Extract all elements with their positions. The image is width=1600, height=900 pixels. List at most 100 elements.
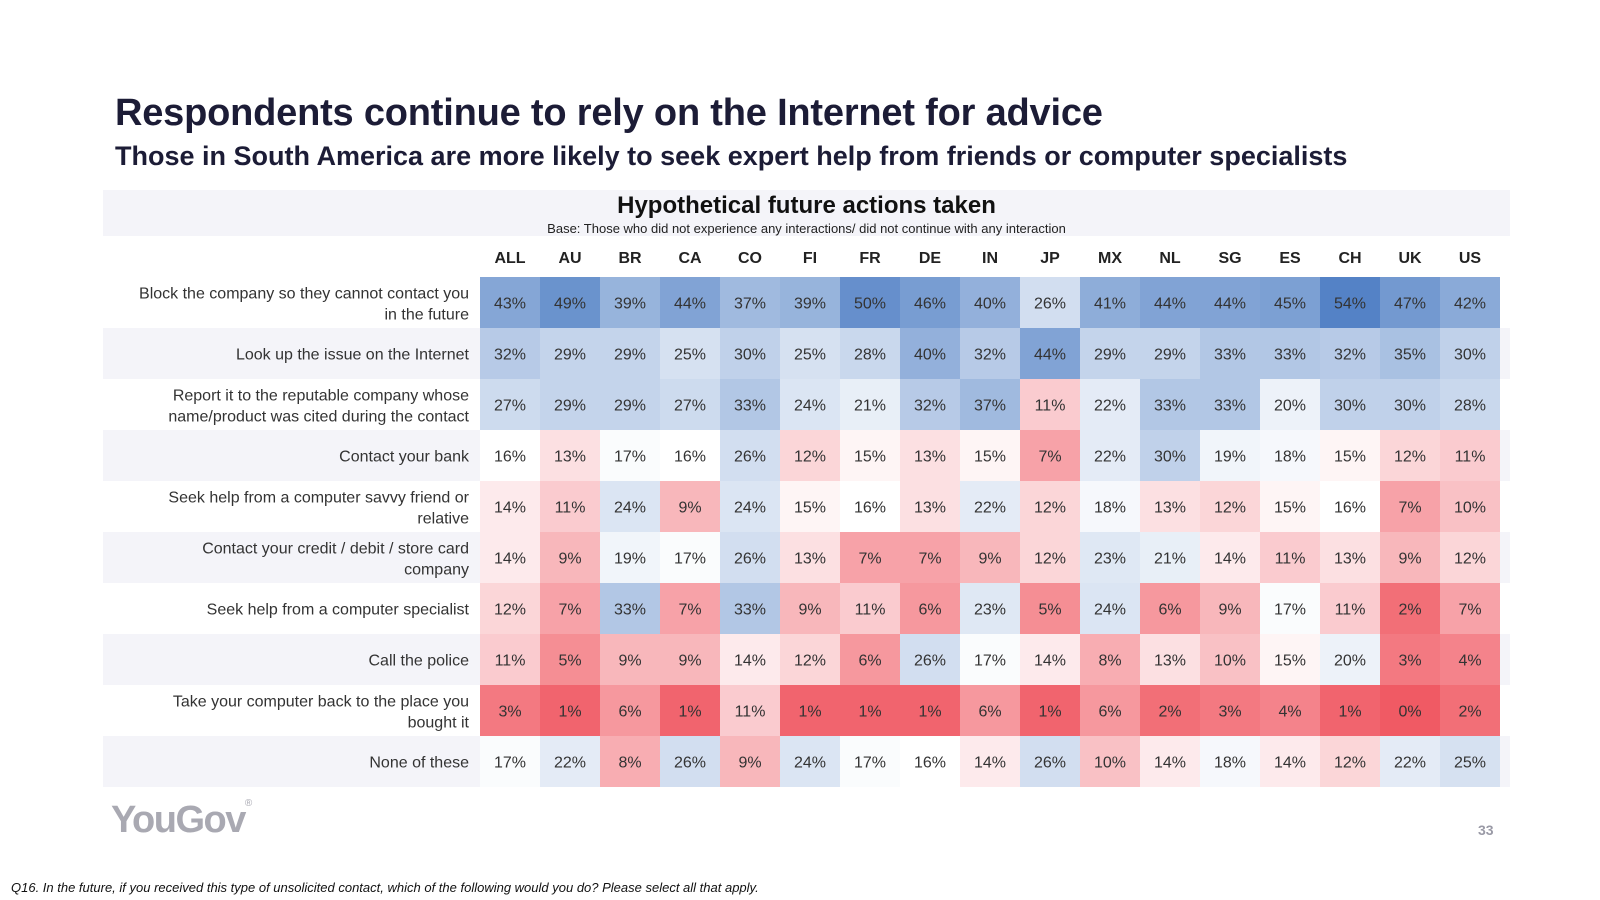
cell-value: 25% — [1454, 755, 1486, 772]
heatmap-cell — [480, 685, 540, 736]
heatmap-cell — [720, 277, 780, 328]
row-label-line: Seek help from a computer savvy friend o… — [168, 490, 469, 507]
chart-title: Hypothetical future actions taken — [617, 192, 996, 219]
heatmap-cell — [1020, 430, 1080, 481]
cell-value: 15% — [1274, 653, 1306, 670]
cell-value: 1% — [1038, 704, 1061, 721]
heatmap-cell — [660, 634, 720, 685]
heatmap-cell — [660, 379, 720, 430]
row-label-line: Block the company so they cannot contact… — [139, 286, 469, 303]
heatmap-cell — [720, 685, 780, 736]
heatmap-cell — [1020, 277, 1080, 328]
heatmap-cell — [1140, 430, 1200, 481]
cell-value: 16% — [674, 449, 706, 466]
column-header-nl: NL — [1159, 250, 1181, 267]
heatmap-cell — [900, 634, 960, 685]
cell-value: 11% — [1455, 449, 1486, 466]
heatmap-cell — [1200, 736, 1260, 787]
heatmap-cell — [1320, 736, 1380, 787]
cell-value: 29% — [614, 398, 646, 415]
heatmap-cell — [1080, 685, 1140, 736]
heatmap-cell — [600, 634, 660, 685]
heatmap-cell — [600, 328, 660, 379]
cell-value: 11% — [1335, 602, 1366, 619]
cell-value: 41% — [1094, 296, 1126, 313]
cell-value: 10% — [1214, 653, 1246, 670]
cell-value: 37% — [974, 398, 1006, 415]
cell-value: 13% — [554, 449, 586, 466]
heatmap-cell — [1080, 430, 1140, 481]
heatmap-cell — [1440, 277, 1500, 328]
heatmap-cell — [1380, 685, 1440, 736]
cell-value: 22% — [554, 755, 586, 772]
heatmap-cell — [480, 583, 540, 634]
heatmap-cell — [840, 379, 900, 430]
heatmap-cell — [1020, 634, 1080, 685]
page-subtitle: Those in South America are more likely t… — [115, 141, 1348, 171]
cell-value: 27% — [494, 398, 526, 415]
heatmap-cell — [720, 328, 780, 379]
heatmap-cell — [1080, 736, 1140, 787]
cell-value: 7% — [1398, 500, 1421, 517]
page-title: Respondents continue to rely on the Inte… — [115, 92, 1103, 134]
cell-value: 15% — [1334, 449, 1366, 466]
heatmap-cell — [1440, 634, 1500, 685]
cell-value: 30% — [1334, 398, 1366, 415]
cell-value: 29% — [554, 347, 586, 364]
cell-value: 11% — [1275, 551, 1306, 568]
heatmap-cell — [1320, 532, 1380, 583]
cell-value: 17% — [494, 755, 526, 772]
heatmap-cell — [1080, 532, 1140, 583]
cell-value: 9% — [1398, 551, 1421, 568]
heatmap-cell — [1380, 328, 1440, 379]
cell-value: 6% — [978, 704, 1001, 721]
heatmap-cell — [600, 532, 660, 583]
cell-value: 25% — [794, 347, 826, 364]
row-label-line: Contact your bank — [339, 449, 470, 466]
cell-value: 11% — [735, 704, 766, 721]
heatmap-cell — [780, 736, 840, 787]
cell-value: 28% — [854, 347, 886, 364]
heatmap-cell — [1020, 685, 1080, 736]
heatmap-cell — [1140, 532, 1200, 583]
cell-value: 33% — [1214, 347, 1246, 364]
cell-value: 16% — [914, 755, 946, 772]
cell-value: 12% — [794, 653, 826, 670]
cell-value: 12% — [1034, 500, 1066, 517]
cell-value: 5% — [1038, 602, 1061, 619]
cell-value: 12% — [1454, 551, 1486, 568]
cell-value: 6% — [1098, 704, 1121, 721]
column-header-mx: MX — [1098, 250, 1122, 267]
cell-value: 13% — [1154, 653, 1186, 670]
cell-value: 33% — [614, 602, 646, 619]
heatmap-cell — [1260, 634, 1320, 685]
cell-value: 26% — [674, 755, 706, 772]
cell-value: 5% — [558, 653, 581, 670]
cell-value: 24% — [734, 500, 766, 517]
heatmap-cell — [540, 583, 600, 634]
column-header-co: CO — [738, 250, 762, 267]
heatmap-cell — [1320, 583, 1380, 634]
cell-value: 14% — [1154, 755, 1186, 772]
heatmap-cell — [1140, 736, 1200, 787]
heatmap-cell — [1200, 379, 1260, 430]
cell-value: 7% — [858, 551, 881, 568]
heatmap-cell — [660, 532, 720, 583]
heatmap-cell — [1440, 481, 1500, 532]
cell-value: 15% — [794, 500, 826, 517]
cell-value: 13% — [914, 500, 946, 517]
heatmap-cell — [960, 736, 1020, 787]
cell-value: 6% — [1158, 602, 1181, 619]
cell-value: 23% — [974, 602, 1006, 619]
heatmap-cell — [720, 736, 780, 787]
cell-value: 1% — [798, 704, 821, 721]
heatmap-cell — [840, 481, 900, 532]
row-label-line: bought it — [408, 715, 470, 732]
heatmap-cell — [1380, 481, 1440, 532]
cell-value: 24% — [794, 755, 826, 772]
heatmap-cell — [1140, 634, 1200, 685]
column-header-ca: CA — [678, 250, 702, 267]
column-header-au: AU — [558, 250, 581, 267]
cell-value: 28% — [1454, 398, 1486, 415]
chart-base-note: Base: Those who did not experience any i… — [547, 221, 1066, 236]
